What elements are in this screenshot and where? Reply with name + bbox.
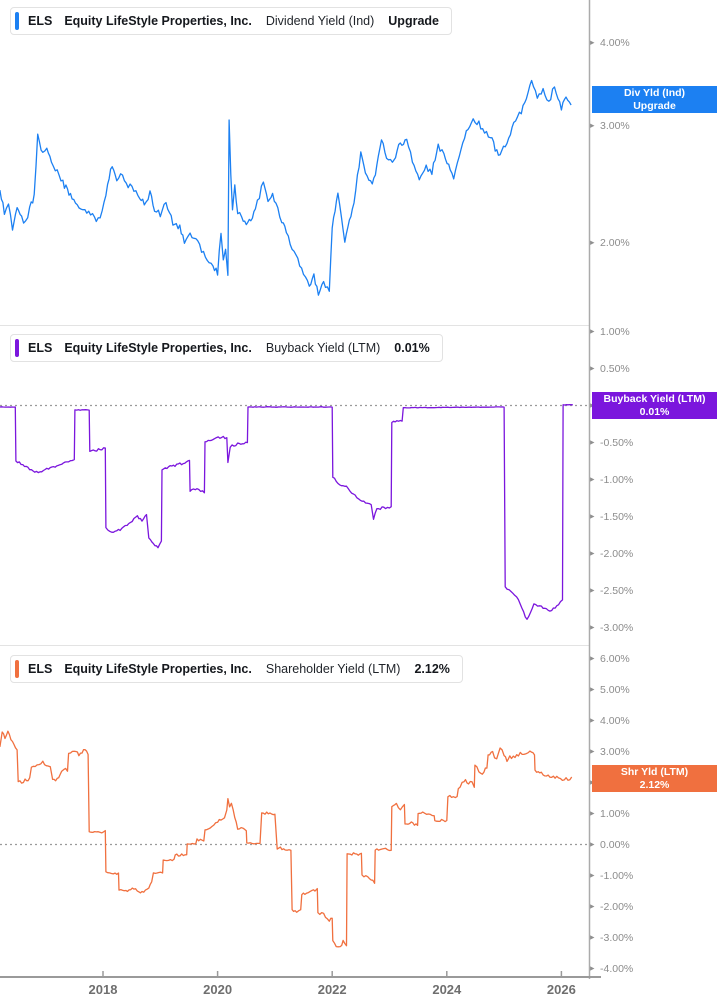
y-tick-mark [589, 440, 595, 445]
panel-header-shareholder-yield[interactable]: ELS Equity LifeStyle Properties, Inc. Sh… [10, 655, 463, 683]
company-name: Equity LifeStyle Properties, Inc. [64, 341, 252, 355]
y-tick-mark [589, 656, 595, 661]
upgrade-link[interactable]: Upgrade [388, 14, 439, 28]
ticker-symbol: ELS [28, 14, 53, 28]
y-tick-label: -1.00% [600, 473, 634, 486]
y-tick-label: -2.00% [600, 547, 634, 560]
y-tick-label: 0.50% [600, 362, 630, 375]
y-tick-mark [589, 749, 595, 754]
series-line-buyback-yield[interactable] [0, 403, 573, 620]
metric-name: Buyback Yield (LTM) [265, 341, 381, 355]
y-tick-label: 1.00% [600, 325, 630, 338]
x-tick-label-2020: 2020 [203, 982, 233, 997]
y-tick-mark [589, 718, 595, 723]
y-tick-label: -2.50% [600, 584, 634, 597]
y-tick-label: -2.00% [600, 900, 634, 913]
accent-bar-buyback [15, 339, 19, 357]
company-name: Equity LifeStyle Properties, Inc. [64, 662, 252, 676]
y-tick-label: 0.00% [600, 838, 630, 851]
panel-header-dividend-yield[interactable]: ELS Equity LifeStyle Properties, Inc. Di… [10, 7, 452, 35]
y-tick-label: 3.00% [600, 745, 630, 758]
y-tick-mark [589, 477, 595, 482]
y-tick-mark [589, 329, 595, 334]
badge-value: 2.12% [639, 778, 670, 791]
y-tick-mark [589, 551, 595, 556]
y-tick-mark [589, 366, 595, 371]
y-tick-label: -1.50% [600, 510, 634, 523]
y-tick-label: 4.00% [600, 36, 630, 49]
y-tick-label: -4.00% [600, 962, 634, 975]
y-tick-mark [589, 811, 595, 816]
company-name: Equity LifeStyle Properties, Inc. [64, 14, 252, 28]
badge-value: 0.01% [639, 405, 670, 418]
y-tick-mark [589, 123, 595, 129]
y-tick-mark [589, 40, 595, 46]
badge-metric: Shr Yld (LTM) [620, 766, 689, 778]
y-tick-label: -3.00% [600, 931, 634, 944]
y-tick-label: 4.00% [600, 714, 630, 727]
y-tick-label: -1.00% [600, 869, 634, 882]
y-tick-mark [589, 842, 595, 847]
metric-name: Shareholder Yield (LTM) [265, 662, 401, 676]
accent-bar-shareholder [15, 660, 19, 678]
x-tick-label-2022: 2022 [317, 982, 347, 997]
y-tick-mark [589, 625, 595, 630]
y-tick-label: -3.00% [600, 621, 634, 634]
y-tick-mark [589, 966, 595, 971]
y-tick-mark [589, 935, 595, 940]
x-tick-label-2026: 2026 [546, 982, 576, 997]
series-line-shareholder-yield[interactable] [0, 730, 573, 948]
y-tick-mark [589, 904, 595, 909]
panel-header-buyback-yield[interactable]: ELS Equity LifeStyle Properties, Inc. Bu… [10, 334, 443, 362]
x-tick-label-2018: 2018 [88, 982, 118, 997]
axis-badge-shareholder-value: Shr Yld (LTM) 2.12% [592, 765, 717, 792]
y-tick-label: -0.50% [600, 436, 634, 449]
y-tick-mark [589, 687, 595, 692]
y-tick-label: 3.00% [600, 119, 630, 132]
metric-value: 2.12% [414, 662, 450, 676]
y-tick-label: 5.00% [600, 683, 630, 696]
y-tick-mark [589, 873, 595, 878]
series-line-dividend-yield[interactable] [0, 79, 572, 296]
y-tick-mark [589, 240, 595, 246]
y-tick-label: 6.00% [600, 652, 630, 665]
badge-value: Upgrade [633, 99, 676, 112]
ticker-symbol: ELS [28, 662, 53, 676]
x-tick-label-2024: 2024 [432, 982, 462, 997]
y-tick-mark [589, 514, 595, 519]
badge-metric: Buyback Yield (LTM) [603, 393, 706, 405]
metric-value: 0.01% [394, 341, 430, 355]
metric-name: Dividend Yield (Ind) [265, 14, 375, 28]
accent-bar-dividend [15, 12, 19, 30]
axis-badge-buyback-value: Buyback Yield (LTM) 0.01% [592, 392, 717, 419]
y-tick-mark [589, 588, 595, 593]
y-tick-label: 1.00% [600, 807, 630, 820]
y-tick-label: 2.00% [600, 236, 630, 249]
ticker-symbol: ELS [28, 341, 53, 355]
axis-badge-dividend-upgrade[interactable]: Div Yld (Ind) Upgrade [592, 86, 717, 113]
badge-metric: Div Yld (Ind) [623, 87, 686, 99]
